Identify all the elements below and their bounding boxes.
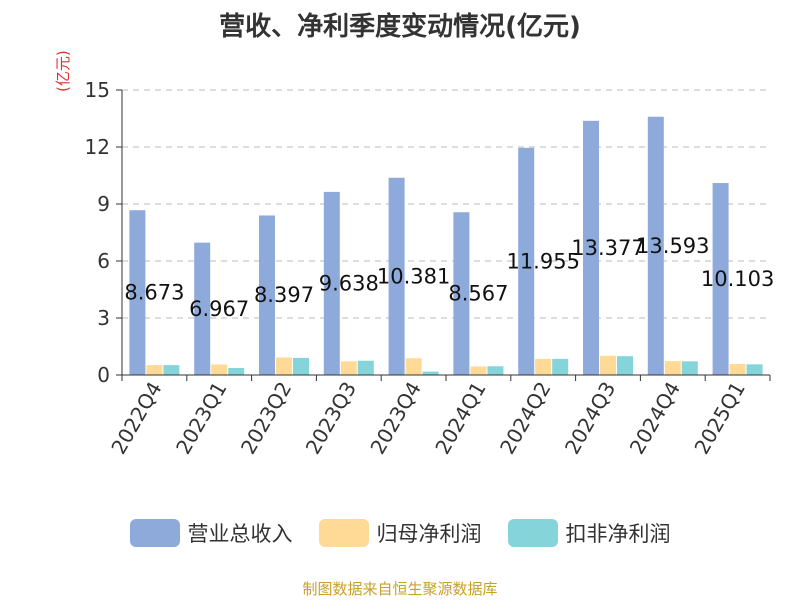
bar-revenue	[453, 212, 470, 375]
bar-deducted-net-profit	[228, 367, 245, 375]
data-label: 9.638	[319, 271, 379, 295]
data-label: 6.967	[189, 297, 249, 321]
bar-net-profit	[600, 355, 616, 375]
legend-item[interactable]: 扣非净利润	[507, 518, 671, 548]
y-tick-label: 0	[97, 363, 110, 387]
data-label: 11.955	[506, 249, 579, 273]
bar-revenue	[129, 210, 146, 375]
x-tick-label: 2024Q3	[560, 378, 620, 459]
data-label: 13.377	[571, 236, 644, 260]
bar-revenue	[323, 191, 340, 375]
bar-deducted-net-profit	[422, 371, 439, 375]
legend-label: 扣非净利润	[565, 522, 671, 546]
x-tick-label: 2024Q2	[495, 378, 555, 459]
bar-revenue	[388, 177, 405, 375]
chart-title: 营收、净利季度变动情况(亿元)	[219, 12, 581, 42]
y-tick-label: 9	[97, 192, 110, 216]
bar-deducted-net-profit	[293, 357, 309, 375]
bar-net-profit	[729, 363, 746, 375]
bar-net-profit	[211, 364, 228, 375]
bar-deducted-net-profit	[163, 365, 180, 375]
bars	[129, 116, 763, 375]
bar-deducted-net-profit	[746, 364, 763, 375]
legend-swatch	[318, 519, 369, 547]
bar-deducted-net-profit	[617, 356, 633, 375]
legend-label: 营业总收入	[187, 522, 293, 546]
bar-revenue	[647, 116, 664, 375]
legend: 营业总收入 归母净利润 扣非净利润	[0, 518, 800, 548]
bar-revenue	[194, 242, 211, 375]
bar-deducted-net-profit	[357, 360, 374, 375]
bar-net-profit	[470, 366, 487, 375]
x-tick-label: 2023Q2	[236, 378, 296, 459]
x-tick-label: 2023Q4	[365, 378, 425, 459]
source-note: 制图数据来自恒生聚源数据库	[302, 580, 498, 598]
bar-net-profit	[276, 357, 292, 375]
x-tick-label: 2024Q4	[625, 378, 685, 459]
bar-deducted-net-profit	[552, 358, 569, 375]
data-label: 10.103	[701, 267, 774, 291]
legend-label: 归母净利润	[376, 522, 482, 546]
y-tick-label: 3	[97, 306, 110, 330]
bar-net-profit	[535, 358, 552, 375]
x-tick-label: 2023Q3	[301, 378, 361, 459]
x-tick-label: 2025Q1	[689, 378, 749, 459]
x-tick-label: 2023Q1	[171, 378, 231, 459]
y-tick-label: 15	[85, 78, 110, 102]
y-axis-unit-label: (亿元)	[54, 50, 72, 92]
legend-swatch	[129, 519, 180, 547]
data-label: 8.673	[124, 281, 184, 305]
data-label: 10.381	[377, 264, 450, 288]
bar-revenue	[712, 183, 729, 375]
y-tick-label: 6	[97, 249, 110, 273]
bar-revenue	[583, 120, 599, 375]
bar-net-profit	[340, 361, 357, 375]
x-tick-label: 2022Q4	[106, 378, 166, 459]
bar-net-profit	[146, 365, 163, 375]
bar-deducted-net-profit	[487, 366, 504, 375]
legend-item[interactable]: 营业总收入	[129, 518, 293, 548]
bar-deducted-net-profit	[681, 361, 698, 375]
legend-item[interactable]: 归母净利润	[318, 518, 482, 548]
bar-net-profit	[664, 361, 681, 375]
data-label: 8.567	[448, 282, 508, 306]
data-label: 8.397	[254, 283, 314, 307]
x-tick-label: 2024Q1	[430, 378, 490, 459]
data-label: 13.593	[636, 234, 709, 258]
bar-revenue	[259, 215, 275, 375]
y-tick-label: 12	[85, 135, 110, 159]
legend-swatch	[507, 519, 558, 547]
bar-revenue	[518, 147, 535, 375]
bar-net-profit	[405, 358, 422, 375]
